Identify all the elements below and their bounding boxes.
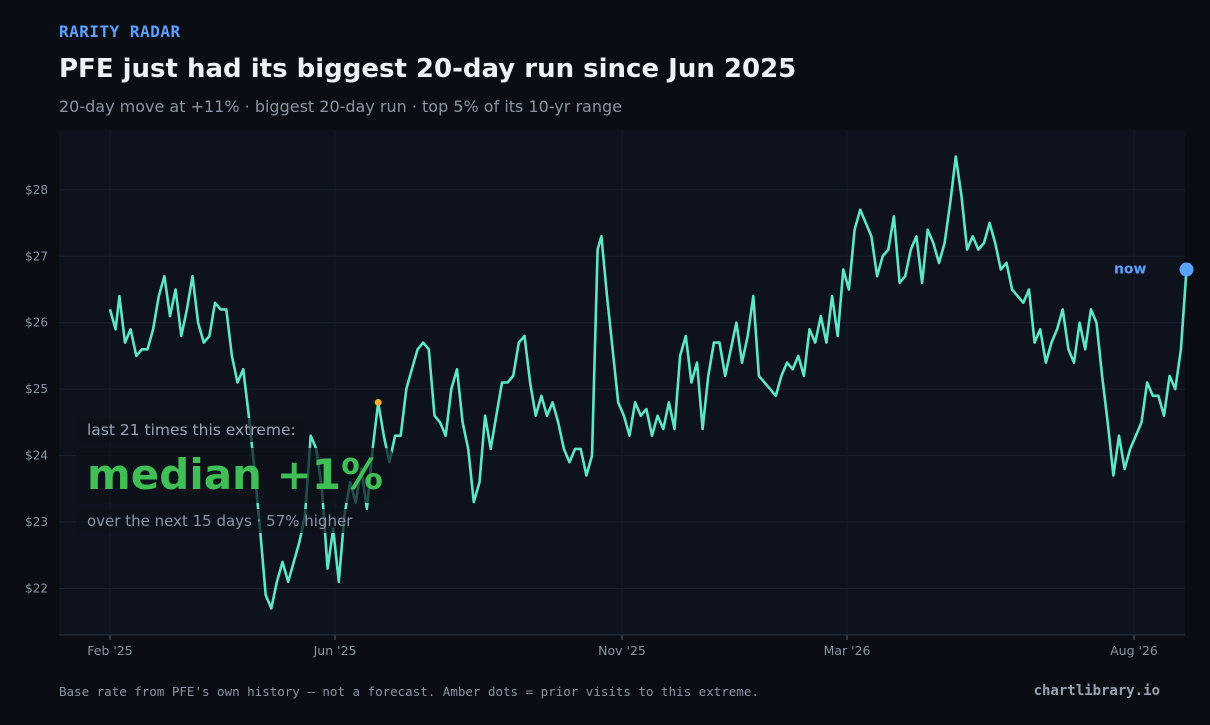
y-tick-label: $26 [25, 316, 48, 330]
series-line-pfe [108, 155, 1188, 610]
callout-detail: over the next 15 days · 57% higher [76, 509, 361, 533]
amber-dot [374, 398, 382, 406]
x-tick-label: Aug '26 [1110, 643, 1158, 658]
x-axis: Feb '25 Jun '25 Nov '25 Mar '26 Aug '26 [59, 634, 1185, 658]
y-tick-label: $27 [25, 249, 48, 263]
amber-dots [374, 398, 382, 406]
y-tick-label: $24 [25, 449, 48, 463]
y-tick-label: $25 [25, 382, 48, 396]
y-tick-label: $22 [25, 581, 48, 595]
now-marker [1179, 262, 1194, 277]
base-rate-callout: last 21 times this extreme: median +1% o… [76, 418, 406, 533]
callout-intro: last 21 times this extreme: [76, 418, 304, 442]
x-tick-label: Nov '25 [598, 643, 646, 658]
x-tick-label: Jun '25 [313, 643, 357, 658]
now-label: now [1114, 262, 1147, 278]
x-tick-label: Mar '26 [824, 643, 871, 658]
brand-link[interactable]: chartlibrary.io [1033, 683, 1160, 699]
kicker-label: RARITY RADAR [59, 22, 181, 41]
footnote: Base rate from PFE's own history — not a… [59, 684, 759, 699]
x-tick-label: Feb '25 [87, 643, 132, 658]
chart-subtitle: 20-day move at +11% · biggest 20-day run… [59, 97, 622, 116]
callout-headline: median +1% [76, 448, 394, 503]
y-tick-label: $23 [25, 515, 48, 529]
y-axis: $22 $23 $24 $25 $26 $27 $28 [25, 183, 48, 596]
y-tick-label: $28 [25, 183, 48, 197]
chart-title: PFE just had its biggest 20-day run sinc… [59, 54, 797, 84]
